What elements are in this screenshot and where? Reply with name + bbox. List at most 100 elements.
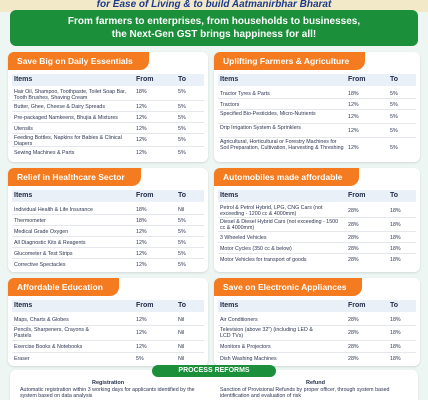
header-items: Items bbox=[220, 192, 239, 199]
header-items: Items bbox=[14, 76, 33, 83]
table-row: Utensils 12% 5% bbox=[12, 123, 204, 134]
banner-line-2: the Next-Gen GST brings happiness for al… bbox=[111, 29, 317, 40]
header-to: To bbox=[390, 76, 399, 83]
table-row: Motor Cycles (350 cc & below) 28% 18% bbox=[218, 243, 416, 254]
row-to: 5% bbox=[390, 128, 398, 134]
row-to: 18% bbox=[390, 208, 401, 214]
row-to: 5% bbox=[178, 126, 186, 132]
header-to: To bbox=[390, 302, 399, 309]
table-row: Drip Irrigation System & Sprinklers 12% 5% bbox=[218, 124, 416, 138]
header-from: From bbox=[348, 192, 366, 199]
row-from: 12% bbox=[136, 137, 147, 143]
table-body: Air Conditioners 28% 18% Television (above… bbox=[218, 314, 416, 365]
row-to: 18% bbox=[390, 330, 401, 336]
header-from: From bbox=[136, 192, 154, 199]
row-item: All Diagnostic Kits & Reagents bbox=[14, 240, 86, 246]
row-item: Exercise Books & Notebooks bbox=[14, 344, 83, 350]
row-to: 18% bbox=[390, 246, 401, 252]
table-row: All Diagnostic Kits & Reagents 12% 5% bbox=[12, 237, 204, 248]
table-body: Petrol & Petrol Hybrid, LPG, CNG Cars (n… bbox=[218, 204, 416, 265]
row-to: Nil bbox=[178, 356, 185, 362]
card-education: Affordable Education Items From To Maps,… bbox=[8, 278, 208, 366]
table-row: Corrective Spectacles 12% 5% bbox=[12, 259, 204, 270]
top-heading: for Ease of Living & to build Aatmanirbh… bbox=[96, 0, 332, 10]
row-from: 12% bbox=[136, 115, 147, 121]
row-item: Feeding Bottles, Napkins for Babies & Cl… bbox=[14, 135, 122, 147]
row-to: 5% bbox=[178, 137, 186, 143]
row-to: 5% bbox=[390, 91, 398, 97]
row-item: Medical Grade Oxygen bbox=[14, 229, 69, 235]
row-to: 18% bbox=[390, 222, 401, 228]
row-to: 5% bbox=[178, 115, 186, 121]
table-row: 3 Wheeled Vehicles 28% 18% bbox=[218, 232, 416, 243]
row-from: 12% bbox=[136, 317, 147, 323]
row-to: 5% bbox=[390, 145, 398, 151]
row-from: 12% bbox=[348, 102, 359, 108]
row-from: 12% bbox=[136, 229, 147, 235]
row-to: 18% bbox=[390, 356, 401, 362]
row-to: 5% bbox=[178, 218, 186, 224]
table-row: Maps, Charts & Globes 12% Nil bbox=[12, 314, 204, 326]
table-row: Agricultural, Horticultural or Forestry … bbox=[218, 138, 416, 158]
row-item: Drip Irrigation System & Sprinklers bbox=[220, 125, 301, 131]
table-row: Dish Washing Machines 28% 18% bbox=[218, 353, 416, 365]
table-header: Items From To bbox=[218, 74, 416, 86]
table-row: Diesel & Diesel Hybrid Cars (not exceedi… bbox=[218, 218, 416, 232]
card-title: Uplifting Farmers & Agriculture bbox=[214, 52, 366, 70]
table-row: Specified Bio-Pesticides, Micro-Nutrient… bbox=[218, 110, 416, 124]
table-row: Medical Grade Oxygen 12% 5% bbox=[12, 226, 204, 237]
row-to: Nil bbox=[178, 207, 185, 213]
row-item: Air Conditioners bbox=[220, 317, 258, 323]
card-title: Relief in Healthcare Sector bbox=[8, 168, 141, 186]
row-to: 5% bbox=[178, 240, 186, 246]
row-from: 28% bbox=[348, 344, 359, 350]
table-header: Items From To bbox=[218, 300, 416, 312]
row-from: 28% bbox=[348, 235, 359, 241]
row-from: 12% bbox=[136, 150, 147, 156]
process-reforms-title: PROCESS REFORMS bbox=[152, 365, 276, 377]
row-from: 12% bbox=[136, 262, 147, 268]
card-electronics: Save on Electronic Appliances Items From… bbox=[214, 278, 420, 366]
row-from: 12% bbox=[136, 104, 147, 110]
card-automobiles: Automobiles made affordable Items From T… bbox=[214, 168, 420, 272]
table-row: Exercise Books & Notebooks 12% Nil bbox=[12, 341, 204, 353]
card-daily-essentials: Save Big on Daily Essentials Items From … bbox=[8, 52, 208, 162]
row-item: 3 Wheeled Vehicles bbox=[220, 235, 267, 241]
row-from: 18% bbox=[348, 91, 359, 97]
table-body: Individual Health & Life Insurance 18% Nil… bbox=[12, 204, 204, 270]
row-item: Dish Washing Machines bbox=[220, 356, 277, 362]
header-to: To bbox=[178, 192, 187, 199]
top-heading-strip: for Ease of Living & to build Aatmanirbh… bbox=[0, 0, 428, 12]
row-item: Pre-packaged Namkeens, Bhujia & Mixtures bbox=[14, 115, 118, 121]
row-from: 28% bbox=[348, 317, 359, 323]
card-title: Affordable Education bbox=[8, 278, 119, 296]
row-to: 18% bbox=[390, 317, 401, 323]
row-item: Butter, Ghee, Cheese & Dairy Spreads bbox=[14, 104, 105, 110]
row-from: 28% bbox=[348, 208, 359, 214]
row-item: Petrol & Petrol Hybrid, LPG, CNG Cars (n… bbox=[220, 205, 323, 217]
card-title: Save Big on Daily Essentials bbox=[8, 52, 149, 70]
row-to: 5% bbox=[178, 262, 186, 268]
row-from: 28% bbox=[348, 222, 359, 228]
row-from: 28% bbox=[348, 356, 359, 362]
header-items: Items bbox=[220, 302, 239, 309]
table-row: Monitors & Projectors 28% 18% bbox=[218, 341, 416, 353]
header-items: Items bbox=[14, 192, 33, 199]
registration-heading: Registration bbox=[92, 380, 125, 386]
row-item: Tractors bbox=[220, 102, 240, 108]
header-items: Items bbox=[14, 302, 33, 309]
header-to: To bbox=[178, 302, 187, 309]
row-item: Tractor Tyres & Parts bbox=[220, 91, 270, 97]
banner: From farmers to enterprises, from househ… bbox=[10, 10, 418, 46]
row-to: 5% bbox=[178, 104, 186, 110]
row-to: 5% bbox=[178, 150, 186, 156]
row-to: Nil bbox=[178, 330, 185, 336]
table-body: Tractor Tyres & Parts 18% 5% Tractors 12% 5%… bbox=[218, 88, 416, 158]
table-row: Pencils, Sharpeners, Crayons & Pastels 12… bbox=[12, 326, 204, 341]
row-item: Utensils bbox=[14, 126, 33, 132]
row-from: 12% bbox=[136, 251, 147, 257]
table-row: Eraser 5% Nil bbox=[12, 353, 204, 365]
row-to: 5% bbox=[390, 102, 398, 108]
table-row: Motor Vehicles for transport of goods 28%… bbox=[218, 254, 416, 265]
header-to: To bbox=[390, 192, 399, 199]
